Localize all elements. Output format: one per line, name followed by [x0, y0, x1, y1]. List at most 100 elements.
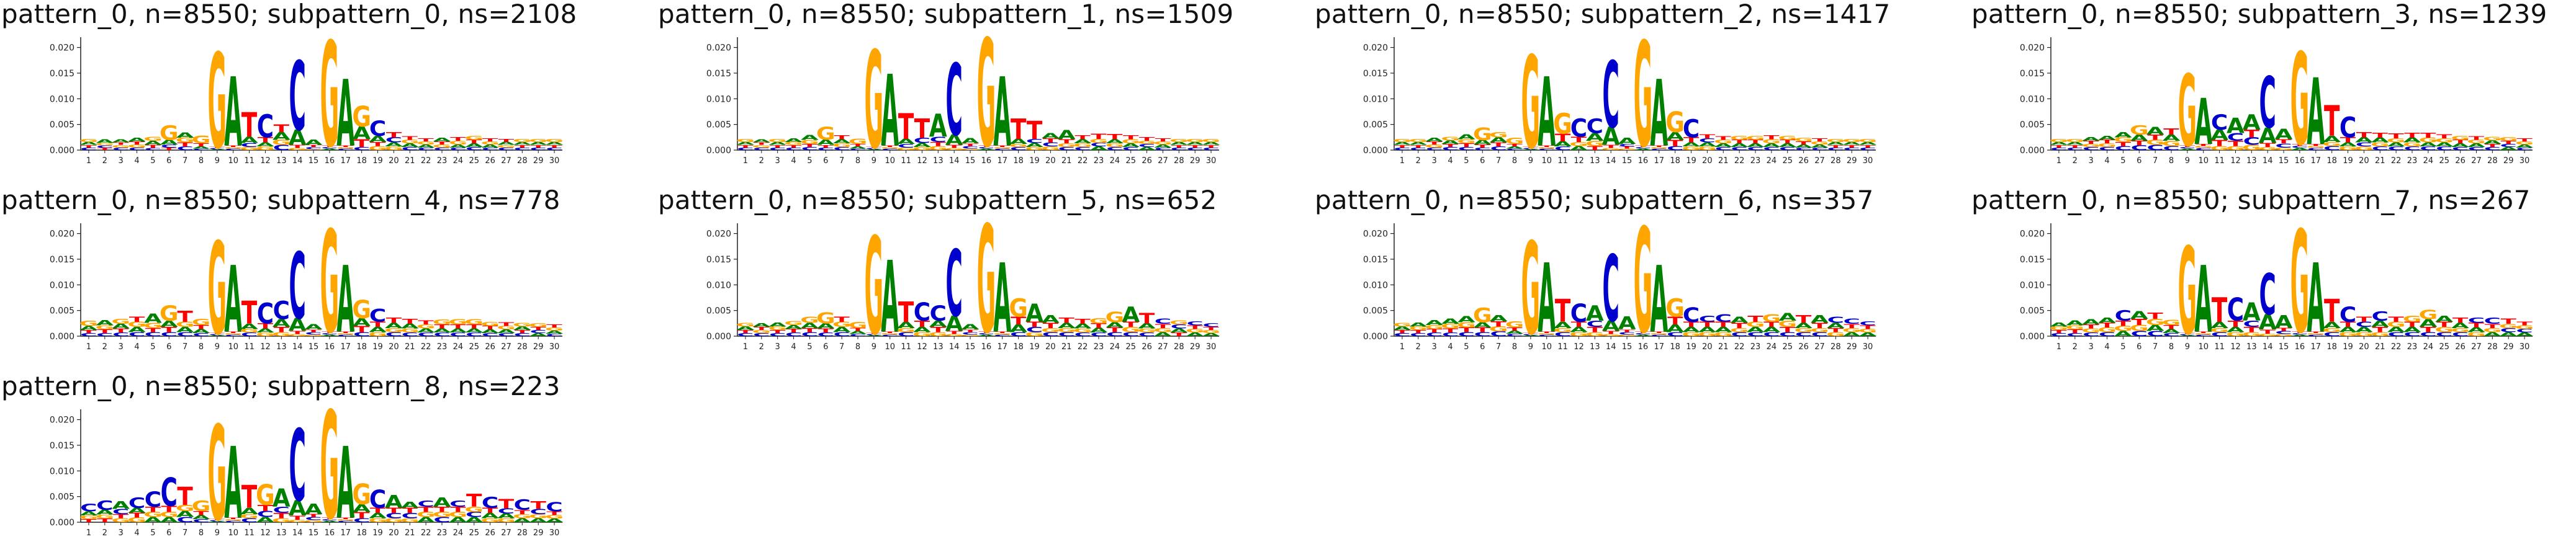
- logo-letter-glyph: A: [2114, 131, 2133, 139]
- logo-letter: G: [2515, 141, 2534, 146]
- logo-letter-glyph: A: [961, 323, 980, 331]
- logo-letter-glyph: G: [208, 26, 227, 178]
- logo-letter-glyph: G: [240, 513, 259, 519]
- logo-letter: G: [2515, 324, 2534, 330]
- logo-letter: T: [2324, 293, 2340, 329]
- logo-letter: T: [2276, 327, 2292, 332]
- logo-letter-glyph: G: [545, 138, 564, 143]
- x-tick-label: 17: [341, 528, 351, 538]
- logo-letter: C: [1827, 315, 1844, 325]
- y-tick-label: 0.020: [2020, 229, 2045, 239]
- logo-letter-glyph: T: [2099, 139, 2115, 145]
- logo-letter: C: [2387, 146, 2404, 151]
- logo-letter-glyph: C: [2452, 146, 2469, 151]
- logo-letter: G: [1089, 138, 1109, 144]
- logo-letter-glyph: G: [417, 141, 436, 146]
- logo-letter: T: [193, 143, 209, 148]
- logo-letter-glyph: T: [962, 143, 979, 147]
- x-tick-label: 22: [2391, 342, 2402, 352]
- logo-letter: C: [2275, 143, 2292, 149]
- logo-letter: G: [1425, 324, 1444, 330]
- logo-letter: C: [1763, 146, 1780, 151]
- x-tick-label: 6: [823, 156, 828, 166]
- logo-letter-glyph: C: [241, 332, 258, 337]
- logo-letter-glyph: C: [2372, 309, 2389, 324]
- logo-letter-glyph: C: [2275, 143, 2292, 149]
- logo-letter-glyph: G: [832, 143, 852, 148]
- logo-letter: A: [144, 311, 163, 326]
- x-tick-label: 13: [933, 342, 943, 352]
- logo-letter: A: [801, 134, 819, 141]
- panel-title: pattern_0, n=8550; subpattern_4, ns=778: [1, 185, 561, 215]
- x-tick-label: 24: [453, 156, 464, 166]
- logo-letter-glyph: T: [274, 122, 290, 135]
- logo-letter: C: [2403, 331, 2420, 337]
- logo-letter-glyph: A: [1025, 300, 1043, 328]
- logo-letter: G: [1041, 146, 1060, 151]
- logo-letter-glyph: A: [1714, 326, 1733, 334]
- logo-letter-glyph: C: [161, 144, 178, 149]
- x-tick-label: 23: [437, 156, 448, 166]
- logo-letter: G: [1505, 319, 1524, 329]
- logo-letter: G: [896, 327, 916, 333]
- y-tick-label: 0.010: [706, 94, 731, 104]
- logo-letter-glyph: A: [2259, 311, 2277, 335]
- logo-letter: G: [384, 517, 403, 523]
- logo-letter-glyph: A: [1762, 143, 1780, 148]
- logo-letter: A: [929, 108, 947, 145]
- logo-letter: A: [2484, 331, 2502, 337]
- logo-letter: T: [434, 505, 450, 514]
- logo-letter: A: [993, 244, 1011, 354]
- logo-letter-glyph: C: [192, 148, 209, 151]
- logo-letter-glyph: C: [1442, 146, 1459, 151]
- logo-letter-glyph: G: [929, 331, 948, 337]
- logo-letter-glyph: C: [1026, 138, 1043, 144]
- logo-letter-glyph: C: [1859, 147, 1876, 151]
- logo-letter: G: [2354, 146, 2374, 151]
- logo-letter: G: [304, 334, 323, 337]
- logo-letter-glyph: T: [1187, 324, 1203, 330]
- logo-letter-glyph: G: [1553, 327, 1572, 333]
- logo-letter-glyph: G: [433, 319, 452, 326]
- logo-letter-glyph: G: [529, 513, 548, 519]
- logo-letter: C: [2115, 145, 2132, 151]
- logo-letter: A: [401, 500, 419, 510]
- logo-letter: C: [898, 331, 914, 337]
- logo-letter-glyph: A: [1154, 331, 1172, 337]
- logo-letter: G: [1778, 319, 1797, 329]
- logo-letter: T: [1443, 143, 1459, 148]
- x-tick-label: 9: [871, 156, 876, 166]
- logo-letter: G: [929, 331, 948, 337]
- logo-letter-glyph: G: [1746, 135, 1765, 141]
- logo-letter-glyph: G: [1009, 294, 1028, 323]
- logo-letter-glyph: G: [2403, 314, 2422, 324]
- logo-letter: A: [1090, 327, 1108, 334]
- logo-letter: T: [1074, 135, 1091, 141]
- logo-letter-glyph: G: [160, 510, 179, 519]
- logo-letter-glyph: T: [1171, 145, 1188, 149]
- logo-letter: A: [2227, 114, 2245, 138]
- logo-letter-glyph: G: [1106, 143, 1125, 148]
- logo-letter-glyph: G: [2194, 146, 2213, 149]
- logo-letter: T: [2276, 138, 2292, 145]
- logo-letter-glyph: A: [546, 518, 564, 523]
- logo-letter-glyph: C: [2516, 328, 2533, 334]
- logo-letter-glyph: T: [2163, 324, 2179, 330]
- logo-letter-glyph: G: [880, 332, 899, 335]
- x-tick-label: 28: [517, 156, 528, 166]
- logo-letter-glyph: C: [225, 520, 241, 523]
- logo-letter: T: [1780, 326, 1796, 334]
- logo-letter-glyph: A: [1538, 244, 1556, 354]
- x-tick-label: 2: [1416, 156, 1421, 166]
- logo-letter: A: [144, 516, 163, 524]
- logo-letter-glyph: A: [1554, 140, 1572, 148]
- logo-letter-glyph: A: [1778, 143, 1796, 148]
- x-tick-label: 12: [2230, 156, 2241, 166]
- logo-letter: T: [1828, 327, 1844, 333]
- logo-letter: C: [225, 148, 241, 151]
- logo-letter-glyph: A: [1009, 138, 1028, 146]
- logo-letter: A: [1025, 300, 1043, 328]
- logo-letter: G: [464, 135, 484, 141]
- logo-letter-glyph: C: [1763, 331, 1780, 337]
- logo-letter-glyph: G: [2403, 141, 2422, 148]
